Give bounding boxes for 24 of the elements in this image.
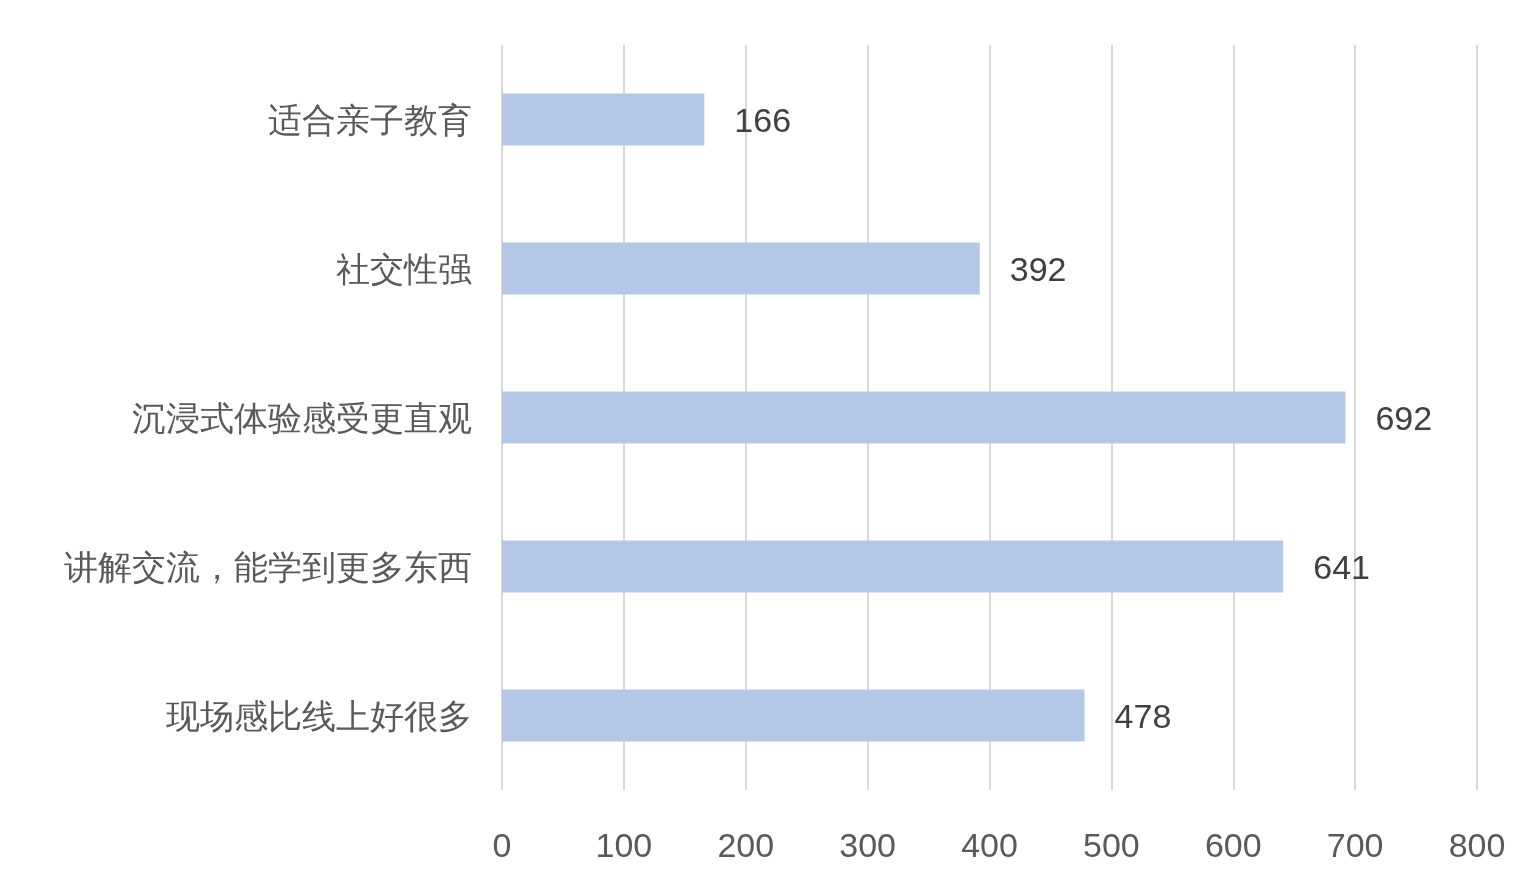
bar: [502, 689, 1085, 742]
x-tick-label: 700: [1326, 826, 1384, 864]
y-tick-label: 讲解交流，能学到更多东西: [64, 546, 472, 587]
y-tick-label: 适合亲子教育: [268, 99, 472, 140]
y-tick-label: 沉浸式体验感受更直观: [132, 397, 472, 438]
data-label: 692: [1375, 398, 1433, 437]
x-tick-label: 0: [492, 826, 512, 864]
y-tick-label: 社交性强: [336, 248, 472, 289]
data-label: 392: [1009, 249, 1067, 288]
x-tick-label: 200: [717, 826, 775, 864]
y-tick-label: 现场感比线上好很多: [166, 695, 472, 736]
bar: [502, 391, 1346, 444]
x-tick-label: 500: [1083, 826, 1140, 864]
x-tick-label: 300: [839, 826, 896, 864]
x-tick-label: 800: [1448, 826, 1506, 864]
bar: [502, 242, 980, 295]
x-tick-label: 400: [961, 826, 1018, 864]
x-tick-label: 100: [595, 826, 653, 864]
x-tick-label: 600: [1204, 826, 1262, 864]
data-label: 478: [1114, 696, 1172, 735]
bar: [502, 540, 1284, 593]
bar: [502, 93, 705, 146]
data-label: 166: [734, 100, 792, 139]
data-label: 641: [1313, 547, 1370, 586]
